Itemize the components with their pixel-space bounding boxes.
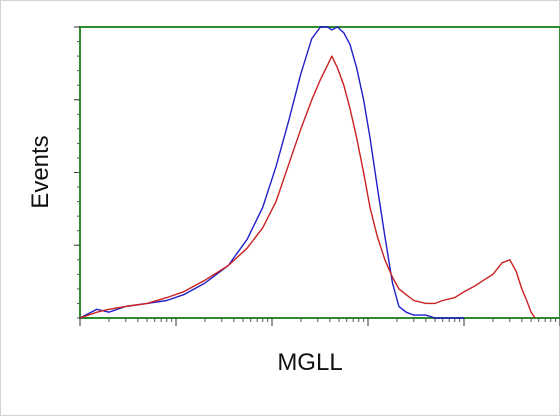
y-axis-label: Events bbox=[27, 135, 54, 208]
series-line-1 bbox=[79, 26, 464, 319]
axis-ticks bbox=[74, 26, 560, 326]
plot-area bbox=[79, 26, 560, 319]
series-line-2 bbox=[79, 55, 536, 319]
series-layer bbox=[79, 26, 536, 319]
x-axis-label: MGLL bbox=[277, 349, 342, 376]
